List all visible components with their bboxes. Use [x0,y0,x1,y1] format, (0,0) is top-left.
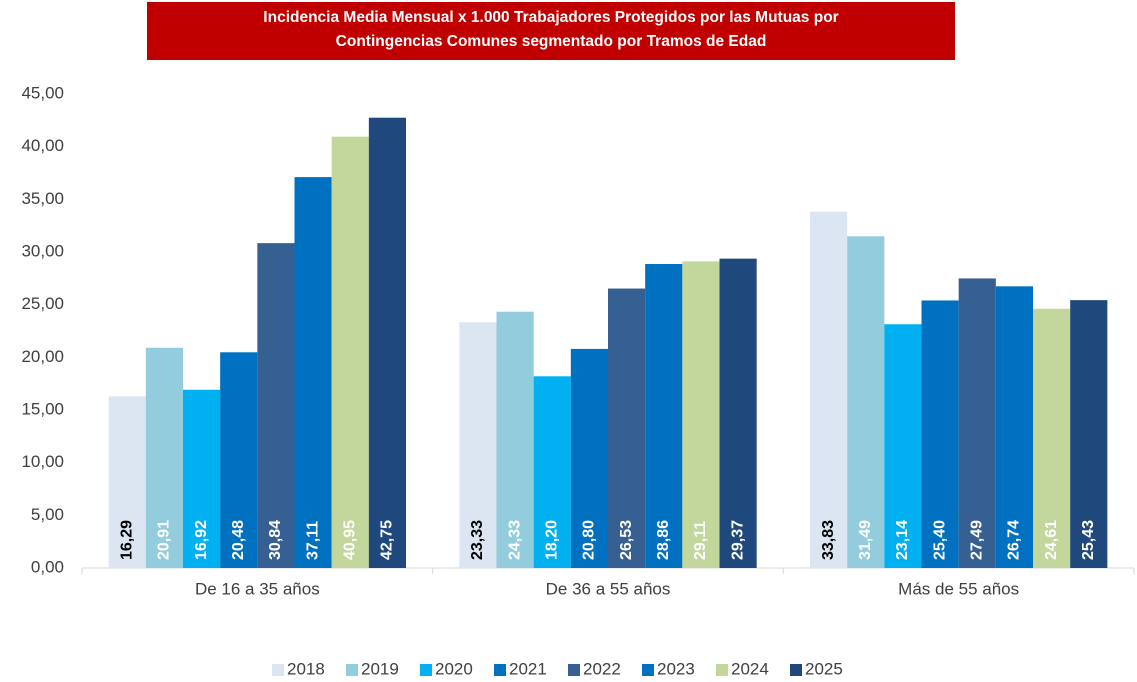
bar [496,311,534,568]
data-label: 33,83 [820,520,837,560]
bar [459,322,497,568]
legend-label: 2020 [435,659,473,678]
bar [847,236,885,568]
legend-swatch [568,664,580,676]
data-label: 24,33 [506,520,523,560]
legend-swatch [494,664,506,676]
bar [682,261,720,568]
data-label: 29,11 [692,521,709,560]
bar [182,389,221,568]
data-label: 31,49 [857,520,874,560]
x-tick-label: Más de 55 años [898,579,1019,598]
legend-swatch [420,664,432,676]
data-label: 16,29 [118,520,135,560]
y-tick-label: 25,00 [21,294,64,313]
legend-label: 2022 [583,659,621,678]
bar [108,396,146,568]
y-tick-label: 0,00 [31,557,64,576]
title-box [147,2,955,60]
legend-label: 2018 [287,659,325,678]
bar [1033,308,1071,568]
y-tick-label: 10,00 [21,452,64,471]
legend-swatch [790,664,802,676]
bar [220,352,258,568]
data-label: 23,33 [469,520,486,560]
x-tick-label: De 16 a 35 años [195,579,320,598]
legend-label: 2019 [361,659,399,678]
bar [294,177,332,568]
legend-swatch [716,664,728,676]
data-label: 20,48 [230,520,247,560]
bar [257,243,295,569]
y-tick-label: 40,00 [21,136,64,155]
bar [368,117,407,568]
data-label: 30,84 [267,520,284,560]
data-label: 25,40 [931,520,948,560]
data-label: 29,37 [729,520,746,560]
bar [570,348,608,568]
bar [331,136,369,568]
data-label: 18,20 [543,520,560,560]
legend-swatch [272,664,284,676]
data-label: 20,80 [581,520,598,560]
bar [608,288,646,568]
data-label: 23,14 [894,520,911,560]
y-tick-label: 15,00 [21,399,64,418]
bar [719,258,757,568]
legend-swatch [642,664,654,676]
legend-label: 2024 [731,659,769,678]
legend-label: 2021 [509,659,547,678]
data-label: 26,74 [1006,520,1023,560]
data-label: 42,75 [379,520,396,560]
data-label: 37,11 [304,521,321,560]
data-label: 25,43 [1080,520,1097,560]
chart-title: Contingencias Comunes segmentado por Tra… [336,33,767,50]
y-tick-label: 20,00 [21,347,64,366]
legend-label: 2025 [805,659,843,678]
x-tick-label: De 36 a 55 años [546,579,671,598]
bar [533,376,571,568]
bar [921,300,959,568]
chart-title: Incidencia Media Mensual x 1.000 Trabaja… [263,9,838,26]
data-label: 26,53 [618,520,635,560]
bar [809,211,848,568]
bar [145,347,183,568]
data-label: 16,92 [193,520,210,560]
data-label: 24,61 [1043,520,1060,560]
bar [1070,300,1108,568]
bar [995,286,1034,568]
data-label: 20,91 [156,520,173,560]
legend-label: 2023 [657,659,695,678]
data-label: 27,49 [968,520,985,560]
legend-swatch [346,664,358,676]
data-label: 28,86 [655,520,672,560]
bar [958,278,996,568]
bar [884,324,922,568]
y-tick-label: 35,00 [21,189,64,208]
data-label: 40,95 [341,520,358,560]
y-tick-label: 45,00 [21,83,64,102]
y-tick-label: 30,00 [21,241,64,260]
y-tick-label: 5,00 [31,505,64,524]
bar [645,264,683,568]
